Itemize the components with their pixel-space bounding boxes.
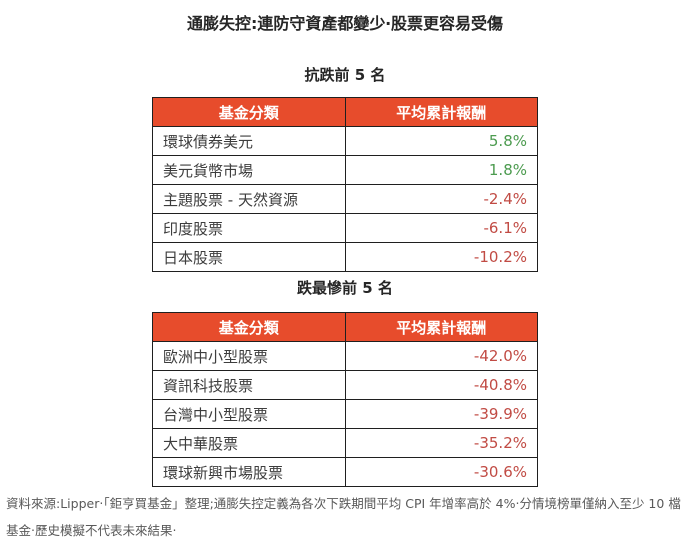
table-row: 環球債券美元 5.8% xyxy=(152,126,538,156)
return-value: -39.9% xyxy=(344,399,538,429)
return-value: -10.2% xyxy=(344,242,538,272)
table-header-row: 基金分類 平均累計報酬 xyxy=(152,312,538,342)
fund-category: 主題股票 - 天然資源 xyxy=(152,184,346,214)
return-value: -40.8% xyxy=(344,370,538,400)
fund-category: 歐洲中小型股票 xyxy=(152,341,346,371)
table-row: 資訊科技股票 -40.8% xyxy=(152,370,538,400)
fund-category: 台灣中小型股票 xyxy=(152,399,346,429)
page-title: 通膨失控:連防守資產都變少‧股票更容易受傷 xyxy=(187,14,503,33)
table-row: 歐洲中小型股票 -42.0% xyxy=(152,341,538,371)
table-row: 美元貨幣市場 1.8% xyxy=(152,155,538,185)
column-header-return: 平均累計報酬 xyxy=(344,97,538,127)
fund-category: 大中華股票 xyxy=(152,428,346,458)
fund-category: 美元貨幣市場 xyxy=(152,155,346,185)
column-header-category: 基金分類 xyxy=(152,97,346,127)
column-header-return: 平均累計報酬 xyxy=(344,312,538,342)
table-row: 台灣中小型股票 -39.9% xyxy=(152,399,538,429)
fund-category: 印度股票 xyxy=(152,213,346,243)
fund-category: 資訊科技股票 xyxy=(152,370,346,400)
table-row: 主題股票 - 天然資源 -2.4% xyxy=(152,184,538,214)
table-top5-resilient: 基金分類 平均累計報酬 環球債券美元 5.8% 美元貨幣市場 1.8% 主題股票… xyxy=(152,97,538,272)
table-top5-worst: 基金分類 平均累計報酬 歐洲中小型股票 -42.0% 資訊科技股票 -40.8%… xyxy=(152,312,538,487)
fund-category: 環球新興市場股票 xyxy=(152,457,346,487)
return-value: 1.8% xyxy=(344,155,538,185)
table-row: 大中華股票 -35.2% xyxy=(152,428,538,458)
table-row: 印度股票 -6.1% xyxy=(152,213,538,243)
column-header-category: 基金分類 xyxy=(152,312,346,342)
table-header-row: 基金分類 平均累計報酬 xyxy=(152,97,538,127)
fund-category: 日本股票 xyxy=(152,242,346,272)
section-title-top5-resilient: 抗跌前 5 名 xyxy=(304,66,386,84)
return-value: -6.1% xyxy=(344,213,538,243)
return-value: -35.2% xyxy=(344,428,538,458)
table-row: 環球新興市場股票 -30.6% xyxy=(152,457,538,487)
section-title-top5-worst: 跌最慘前 5 名 xyxy=(297,279,393,297)
return-value: -2.4% xyxy=(344,184,538,214)
source-footnote: 資料來源:Lipper‧「鉅亨買基金」整理;通膨失控定義為各次下跌期間平均 CP… xyxy=(6,496,681,538)
table-row: 日本股票 -10.2% xyxy=(152,242,538,272)
return-value: 5.8% xyxy=(344,126,538,156)
return-value: -42.0% xyxy=(344,341,538,371)
return-value: -30.6% xyxy=(344,457,538,487)
fund-category: 環球債券美元 xyxy=(152,126,346,156)
